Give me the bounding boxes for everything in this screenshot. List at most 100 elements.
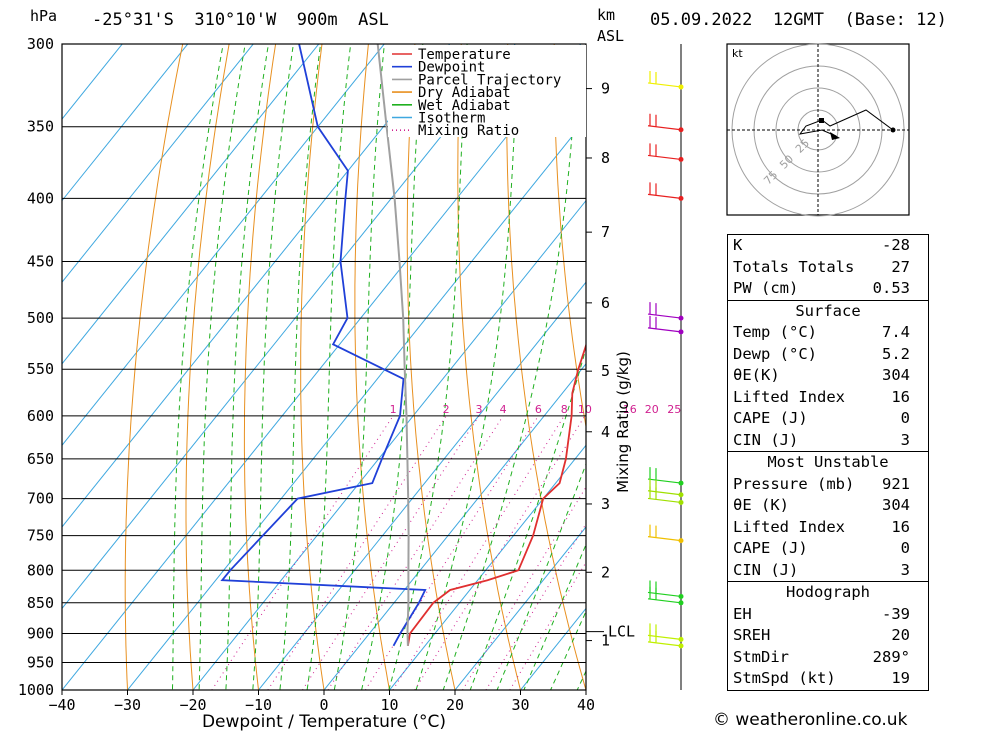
credit-link[interactable]: © weatheronline.co.uk [713, 710, 908, 730]
index-label: Dewp (°C) [733, 344, 817, 363]
hodo-row: EH -39 [728, 604, 928, 626]
x-tick-label: −20 [179, 696, 206, 714]
dry-adiabat-line [553, 44, 586, 430]
isotherm-line [0, 0, 135, 716]
pressure-tick-label: 500 [27, 309, 54, 327]
x-tick-label: 30 [511, 696, 529, 714]
index-label: EH [733, 604, 752, 623]
index-value: 0.53 [872, 279, 910, 297]
index-value: 289° [872, 647, 910, 666]
hodograph-title: Hodograph [728, 581, 928, 604]
isotherm-line [62, 44, 385, 447]
isotherm-line [388, 444, 586, 690]
wind-barb [647, 586, 682, 604]
index-value: 7.4 [882, 323, 910, 341]
isotherm-line [126, 118, 586, 690]
pressure-tick-label: 350 [27, 118, 54, 136]
index-label: StmDir [733, 647, 789, 666]
mixing-ratio-label: 6 [535, 403, 542, 416]
wind-barb [647, 302, 682, 319]
pressure-tick-label: 550 [27, 360, 54, 378]
index-value: -28 [882, 236, 910, 254]
pressure-tick-label: 600 [27, 407, 54, 425]
mixing-ratio-labels: 1 2 3 4 6 8 10 16 20 25 [390, 403, 682, 416]
top-row: K -28 [728, 235, 928, 257]
pressure-tick-label: 400 [27, 189, 54, 207]
wet-adiabat-line [442, 44, 579, 690]
plot-frame [61, 43, 587, 691]
isotherm-line [323, 362, 586, 690]
wind-barb [647, 629, 682, 647]
pressure-tick-label: 900 [27, 624, 54, 642]
surface-row: CAPE (J) 0 [728, 408, 928, 430]
isotherm-line [257, 281, 586, 690]
index-label: CAPE (J) [733, 539, 808, 557]
wet-adiabat-line [198, 44, 246, 690]
surface-row: Temp (°C) 7.4 [728, 322, 928, 344]
wind-barb [647, 580, 682, 598]
wet-adiabat-line [415, 44, 520, 690]
legend-entry: Dry Adiabat [418, 85, 511, 101]
legend-entry: Isotherm [418, 111, 485, 127]
pressure-tick-label: 950 [27, 653, 54, 671]
index-label: Totals Totals [733, 257, 855, 276]
index-label: Temp (°C) [733, 323, 817, 341]
legend-entry: Temperature [418, 47, 511, 63]
km-tick-label: 8 [601, 149, 610, 167]
mixing-ratio-label: 2 [443, 403, 450, 416]
index-value: 304 [882, 366, 910, 384]
km-tick-label: 2 [601, 563, 610, 581]
index-value: 304 [882, 496, 910, 514]
legend-entry: Wet Adiabat [418, 98, 511, 114]
km-tick-label: 7 [601, 223, 610, 241]
hodograph-unit: kt [732, 47, 743, 60]
mixing-ratio-line [364, 415, 539, 690]
indices-table: K -28 Totals Totals 27 PW (cm) 0.53 Surface T… [727, 234, 929, 691]
isotherm-line [62, 44, 320, 365]
most-unstable-title: Most Unstable [728, 451, 928, 474]
axes: 3003504004505005506006507007508008509009… [18, 35, 635, 732]
lcl-label: LCL [608, 623, 635, 641]
index-value: 19 [891, 669, 910, 687]
index-label: Lifted Index [733, 387, 845, 406]
wet-adiabat-line [333, 44, 385, 690]
mixing-ratio-label: 20 [645, 403, 659, 416]
wind-barb [647, 70, 682, 88]
mixing-ratio-label: 3 [475, 403, 482, 416]
isotherm-line [454, 526, 586, 690]
index-value: 3 [900, 560, 910, 579]
wind-barbs [647, 44, 684, 690]
surface-row: Lifted Index 16 [728, 387, 928, 409]
wind-barb [647, 623, 682, 640]
mixing-ratio-line [302, 415, 480, 690]
index-value: 0 [900, 539, 910, 557]
km-tick-label: 3 [601, 495, 610, 513]
parcel-trajectory-profile [376, 44, 410, 646]
mixing-ratio-line [211, 415, 394, 690]
top-row: Totals Totals 27 [728, 257, 928, 279]
profile-series [220, 44, 586, 647]
legend-entry: Dewpoint [418, 60, 485, 76]
hodo-row: StmSpd (kt) 19 [728, 668, 928, 690]
index-value: 16 [891, 387, 910, 406]
wind-barb [647, 113, 682, 131]
wet-adiabat-line [225, 44, 270, 690]
isobar-lines [62, 43, 586, 691]
location-title: -25°31'S 310°10'W 900m ASL [92, 10, 389, 30]
wet-adiabat-line [279, 44, 322, 690]
wind-barb [647, 315, 682, 333]
mu-row: CAPE (J) 0 [728, 538, 928, 560]
legend-entry: Mixing Ratio [418, 123, 519, 139]
hodo-row: SREH 20 [728, 625, 928, 647]
index-label: θE (K) [733, 496, 789, 514]
pressure-tick-label: 700 [27, 490, 54, 508]
hodograph-rows: EH -39 SREH 20 StmDir 289° StmSpd (kt) 19 [728, 604, 928, 690]
km-tick-label: 1 [601, 632, 610, 650]
pressure-tick-label: 1000 [18, 681, 54, 699]
x-axis-label: Dewpoint / Temperature (°C) [202, 712, 446, 732]
index-top-rows: K -28 Totals Totals 27 PW (cm) 0.53 [728, 235, 928, 300]
wind-barb [647, 486, 682, 504]
hodograph-point [890, 127, 896, 133]
